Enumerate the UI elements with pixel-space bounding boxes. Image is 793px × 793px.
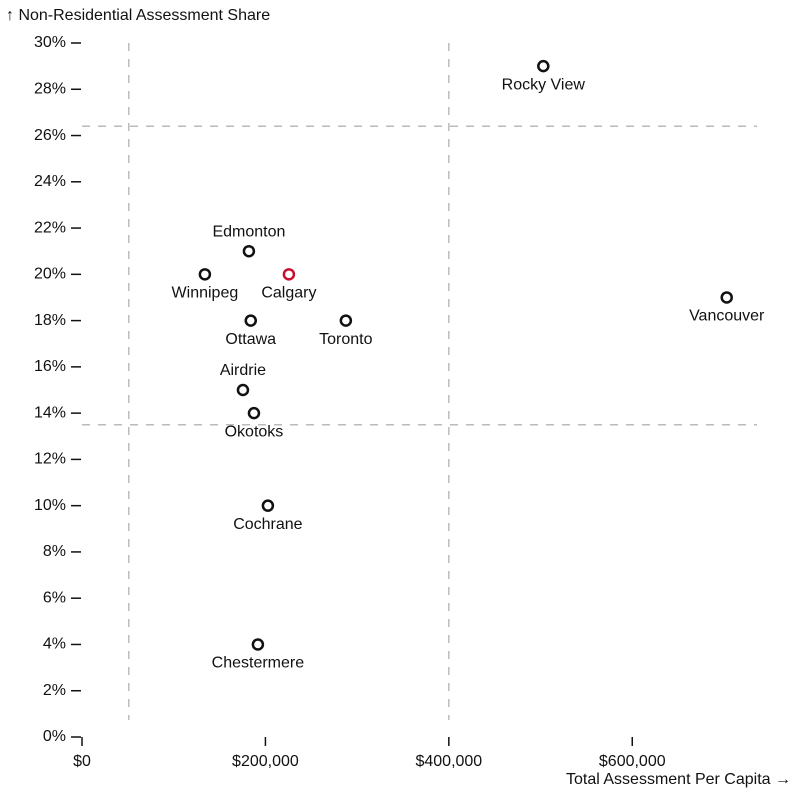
x-axis-title: Total Assessment Per Capita → [566, 771, 791, 788]
point [244, 314, 257, 327]
x-tick-label: $0 [73, 753, 91, 770]
point [282, 268, 296, 281]
y-tick-label: 14% [34, 404, 66, 421]
y-tick-label: 6% [43, 589, 66, 606]
point-label: Calgary [261, 285, 316, 302]
point-label: Winnipeg [172, 285, 239, 302]
point [247, 406, 261, 420]
y-tick-label: 10% [34, 497, 66, 514]
point-label: Ottawa [225, 331, 276, 348]
y-tick-label: 26% [34, 127, 66, 144]
y-tick-label: 30% [34, 34, 66, 51]
y-tick-label: 8% [43, 543, 66, 560]
point [339, 314, 353, 327]
point [242, 244, 256, 258]
y-tick-label: 18% [34, 312, 66, 329]
point [198, 268, 212, 281]
y-tick-label: 16% [34, 358, 66, 375]
y-axis-title: ↑ Non-Residential Assessment Share [6, 7, 270, 24]
y-tick-label: 0% [43, 728, 66, 745]
point-label: Rocky View [502, 76, 586, 93]
point [720, 291, 733, 304]
point [537, 59, 550, 73]
point [251, 638, 265, 651]
x-tick-label: $600,000 [599, 753, 666, 770]
y-tick-label: 12% [34, 451, 66, 468]
point-label: Toronto [319, 331, 372, 348]
y-tick-label: 4% [43, 636, 66, 653]
y-tick-label: 20% [34, 266, 66, 283]
y-tick-label: 22% [34, 219, 66, 236]
point-label: Chestermere [212, 655, 305, 672]
point-label: Vancouver [689, 308, 765, 325]
y-tick-label: 24% [34, 173, 66, 190]
x-tick-label: $400,000 [415, 753, 482, 770]
point [236, 383, 250, 397]
x-tick-label: $200,000 [232, 753, 299, 770]
point [261, 499, 275, 512]
y-tick-label: 28% [34, 80, 66, 97]
point-label: Cochrane [233, 516, 302, 533]
point-label: Okotoks [225, 423, 284, 440]
point-label: Airdrie [220, 362, 266, 379]
y-tick-label: 2% [43, 682, 66, 699]
point-label: Edmonton [212, 223, 285, 240]
